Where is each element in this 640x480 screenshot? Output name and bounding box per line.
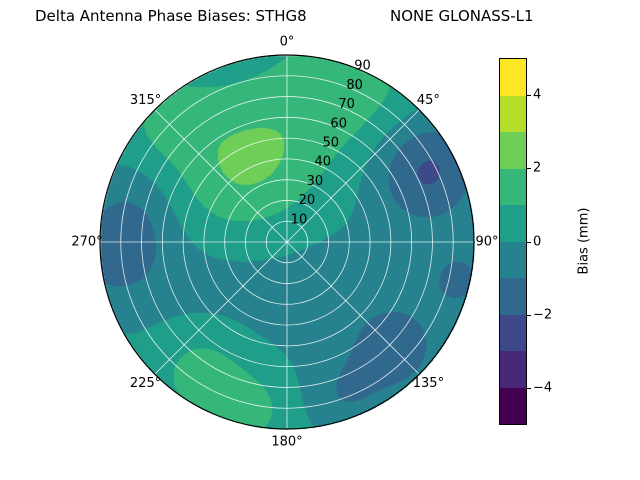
azimuth-tick-label: 135° [413, 376, 444, 391]
colorbar-tick [527, 94, 531, 96]
radial-tick-label: 80 [346, 78, 363, 93]
colorbar-tick-label: −2 [533, 307, 553, 323]
polar-outline [99, 54, 475, 430]
colorbar-band [500, 278, 526, 315]
colorbar-axis-label: Bias (mm) [576, 207, 592, 275]
radial-tick-label: 10 [291, 212, 308, 227]
radial-tick-label: 20 [299, 193, 316, 208]
colorbar [499, 58, 527, 425]
colorbar-band [500, 205, 526, 242]
radial-tick-label: 40 [315, 155, 332, 170]
radial-tick-label: 70 [338, 97, 355, 112]
colorbar-tick [527, 388, 531, 390]
polar-grid-spoke [286, 241, 420, 375]
azimuth-tick-label: 180° [271, 435, 302, 450]
colorbar-tick [527, 241, 531, 243]
azimuth-tick-label: 315° [130, 93, 161, 108]
radial-tick-label: 50 [322, 136, 339, 151]
polar-grid-spoke [154, 241, 288, 375]
colorbar-tick-label: 0 [533, 234, 542, 249]
azimuth-tick-label: 225° [130, 376, 161, 391]
colorbar-band [500, 241, 526, 278]
colorbar-tick-label: −4 [533, 380, 553, 396]
colorbar-tick-label: 2 [533, 160, 542, 176]
colorbar-tick [527, 168, 531, 170]
radial-tick-label: 60 [330, 116, 347, 131]
radial-tick-label: 90 [354, 59, 371, 74]
colorbar-tick [527, 314, 531, 316]
colorbar-band [500, 132, 526, 169]
azimuth-tick-label: 270° [71, 235, 102, 250]
radial-tick-label: 30 [307, 174, 324, 189]
colorbar-band [500, 314, 526, 351]
colorbar-band [500, 168, 526, 205]
azimuth-tick-label: 0° [280, 35, 295, 50]
azimuth-tick-label: 90° [475, 235, 498, 250]
colorbar-band [500, 351, 526, 388]
colorbar-band [500, 95, 526, 132]
colorbar-tick-label: 4 [533, 87, 542, 103]
azimuth-tick-label: 45° [417, 93, 440, 108]
colorbar-band [500, 59, 526, 96]
colorbar-band [500, 387, 526, 424]
polar-grid-spoke [286, 109, 420, 243]
polar-grid-spoke [154, 109, 288, 243]
